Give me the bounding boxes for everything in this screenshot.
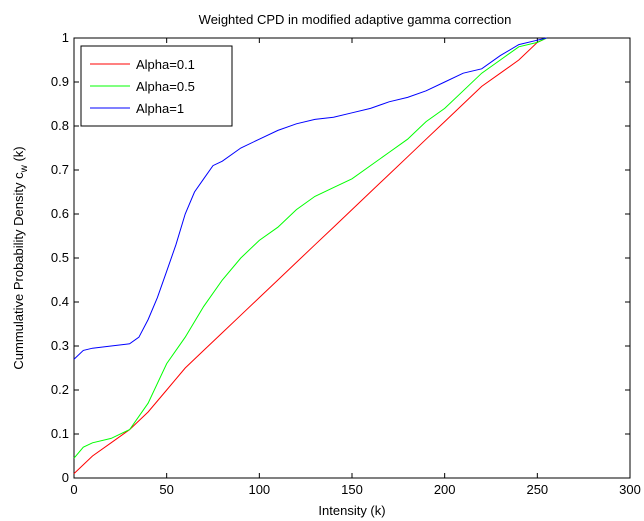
- y-tick-label: 0.5: [51, 250, 69, 265]
- y-axis-label-main: Cummulative Probability Density c: [11, 172, 26, 370]
- series-line-alpha-0-5: [73, 37, 547, 459]
- y-axis-label: Cummulative Probability Density cw (k): [11, 146, 30, 369]
- x-tick-label: 150: [341, 482, 363, 497]
- y-tick-label: 0.3: [51, 338, 69, 353]
- chart-title: Weighted CPD in modified adaptive gamma …: [199, 12, 512, 27]
- y-tick-label: 0.9: [51, 74, 69, 89]
- y-tick-label: 0: [62, 470, 69, 485]
- y-tick-label: 0.1: [51, 426, 69, 441]
- series-line-alpha-1: [73, 37, 547, 360]
- legend-label: Alpha=0.5: [136, 79, 195, 94]
- x-tick-label: 200: [434, 482, 456, 497]
- series-line-alpha-0-1: [73, 37, 547, 474]
- x-tick-label: 300: [619, 482, 641, 497]
- y-tick-label: 1: [62, 30, 69, 45]
- x-axis-ticks: 0 50 100 150 200 250 300: [70, 38, 641, 497]
- y-axis-ticks: 0 0.1 0.2 0.3 0.4 0.5 0.6 0.7 0.8 0.9 1: [51, 30, 630, 485]
- x-axis-label: Intensity (k): [318, 503, 385, 518]
- y-tick-label: 0.6: [51, 206, 69, 221]
- y-tick-label: 0.7: [51, 162, 69, 177]
- legend: Alpha=0.1 Alpha=0.5 Alpha=1: [80, 45, 233, 127]
- y-tick-label: 0.2: [51, 382, 69, 397]
- x-tick-label: 250: [526, 482, 548, 497]
- y-tick-label: 0.8: [51, 118, 69, 133]
- y-tick-label: 0.4: [51, 294, 69, 309]
- y-axis-label-subscript: w: [19, 164, 30, 173]
- x-tick-label: 100: [248, 482, 270, 497]
- series-lines: [73, 37, 547, 474]
- y-axis-label-tail: (k): [11, 146, 26, 165]
- legend-label: Alpha=1: [136, 101, 184, 116]
- x-tick-label: 50: [159, 482, 173, 497]
- legend-label: Alpha=0.1: [136, 57, 195, 72]
- x-tick-label: 0: [70, 482, 77, 497]
